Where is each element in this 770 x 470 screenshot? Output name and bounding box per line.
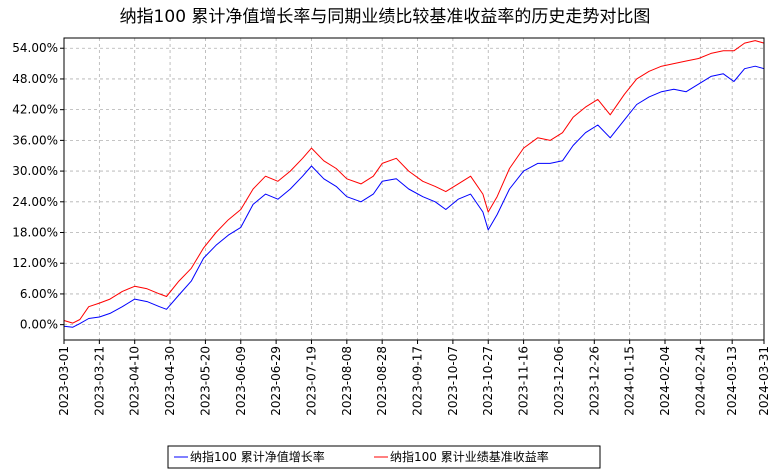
x-tick-label: 2024-02-04 [658,346,672,416]
x-tick-label: 2023-11-16 [517,346,531,416]
legend-label-benchmark: 纳指100 累计业绩基准收益率 [390,449,549,464]
x-tick-label: 2023-08-28 [375,346,389,416]
x-tick-label: 2024-01-15 [623,346,637,416]
grid-lines [63,38,765,340]
legend-label-nav: 纳指100 累计净值增长率 [190,449,325,464]
y-tick-label: 12.00% [12,256,58,270]
legend: 纳指100 累计净值增长率 纳指100 累计业绩基准收益率 [167,445,601,469]
x-tick-label: 2023-07-19 [304,346,318,416]
x-tick-label: 2023-10-27 [481,346,495,416]
x-tick-label: 2023-06-29 [269,346,283,416]
x-tick-label: 2023-03-21 [92,346,106,416]
y-tick-label: 54.00% [12,41,58,55]
x-tick-label: 2023-08-08 [340,346,354,416]
x-tick-label: 2023-04-10 [128,346,142,416]
y-tick-label: 30.00% [12,164,58,178]
x-tick-label: 2023-06-09 [234,346,248,416]
x-tick-label: 2024-02-24 [693,346,707,416]
x-tick-label: 2023-12-06 [552,346,566,416]
y-tick-label: 18.00% [12,226,58,240]
y-tick-label: 0.00% [20,318,58,332]
x-tick-label: 2024-03-13 [725,346,739,416]
x-tick-label: 2024-03-31 [757,346,770,416]
series-line-nav-growth [63,65,765,328]
y-axis-ticks: 0.00% 6.00% 12.00% 18.00% 24.00% 30.00% 36.00%… [12,41,64,332]
series-lines [63,40,765,328]
x-tick-label: 2023-12-26 [587,346,601,416]
x-tick-label: 2023-04-30 [163,346,177,416]
y-tick-label: 6.00% [20,287,58,301]
y-tick-label: 24.00% [12,195,58,209]
x-axis-ticks: 2023-03-01 2023-03-21 2023-04-10 2023-04-30… [57,340,770,416]
x-tick-label: 2023-05-20 [198,346,212,416]
y-tick-label: 42.00% [12,103,58,117]
y-tick-label: 48.00% [12,72,58,86]
x-tick-label: 2023-03-01 [57,346,71,416]
y-tick-label: 36.00% [12,133,58,147]
series-line-benchmark [63,40,765,324]
chart-title: 纳指100 累计净值增长率与同期业绩比较基准收益率的历史走势对比图 [120,7,651,27]
x-tick-label: 2023-09-17 [411,346,425,416]
x-tick-label: 2023-10-07 [446,346,460,416]
plot-area-frame [63,37,765,341]
